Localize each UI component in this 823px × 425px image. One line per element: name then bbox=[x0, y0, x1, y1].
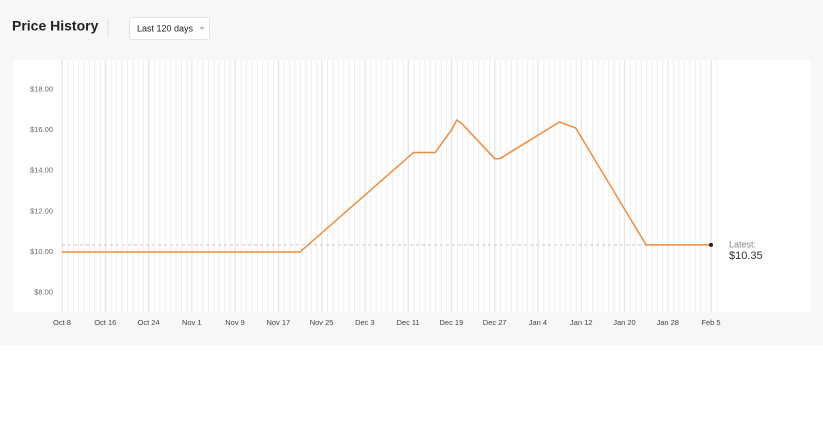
price-line bbox=[62, 118, 711, 253]
day-grid bbox=[62, 60, 717, 312]
y-tick-label: $16.00 bbox=[30, 125, 53, 134]
x-tick-label: Oct 8 bbox=[53, 318, 71, 327]
dropdown-caret bbox=[199, 27, 205, 30]
x-tick-label: Dec 3 bbox=[355, 318, 375, 327]
y-tick-label: $14.00 bbox=[30, 166, 53, 175]
x-tick-label: Jan 20 bbox=[613, 318, 636, 327]
x-tick-label: Nov 25 bbox=[310, 318, 334, 327]
y-tick-label: $12.00 bbox=[30, 206, 53, 215]
x-tick-label: Dec 19 bbox=[440, 318, 464, 327]
x-tick-label: Jan 28 bbox=[656, 318, 679, 327]
x-tick-label: Jan 4 bbox=[529, 318, 547, 327]
x-tick-label: Jan 12 bbox=[570, 318, 593, 327]
y-tick-label: $10.00 bbox=[30, 247, 53, 256]
range-label[interactable]: Last 120 days bbox=[137, 23, 194, 33]
x-tick-label: Oct 16 bbox=[94, 318, 116, 327]
x-tick-label: Nov 1 bbox=[182, 318, 202, 327]
chart-title: Price History bbox=[12, 18, 99, 34]
x-tick-label: Oct 24 bbox=[137, 318, 159, 327]
latest-label: Latest: bbox=[729, 239, 756, 249]
x-tick-label: Nov 17 bbox=[266, 318, 290, 327]
x-tick-label: Nov 9 bbox=[225, 318, 245, 327]
x-tick-label: Dec 11 bbox=[397, 318, 420, 327]
latest-point bbox=[709, 242, 713, 247]
x-tick-label: Feb 5 bbox=[701, 318, 720, 327]
range-dropdown[interactable] bbox=[129, 17, 210, 40]
x-tick-label: Dec 27 bbox=[483, 318, 507, 327]
y-tick-label: $18.00 bbox=[30, 84, 53, 93]
latest-value: $10.35 bbox=[729, 250, 763, 262]
y-tick-label: $8.00 bbox=[34, 288, 53, 297]
